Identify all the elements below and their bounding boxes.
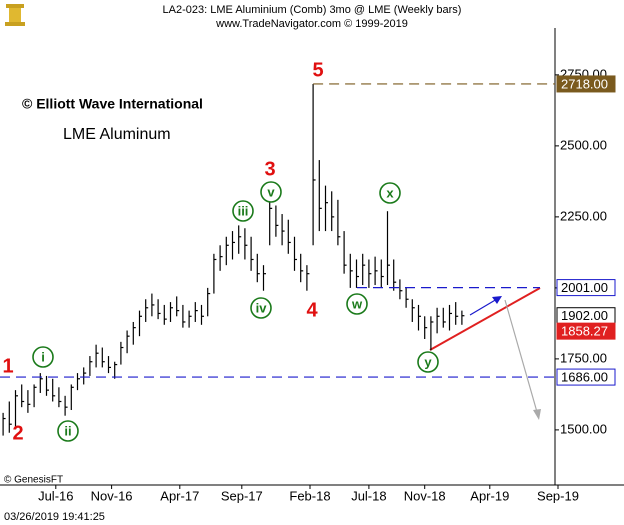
x-tick-label: Nov-18: [404, 488, 446, 503]
x-tick-label: Jul-16: [38, 488, 73, 503]
wave-label: w: [351, 296, 363, 311]
y-tick-label: 1750.00: [560, 350, 607, 365]
y-tick-label: 2500.00: [560, 137, 607, 152]
wave-circle: [346, 293, 368, 315]
arrow-head: [533, 409, 541, 420]
x-tick-label: Apr-19: [470, 488, 509, 503]
wave-label: i: [41, 349, 45, 364]
trend-line: [429, 287, 541, 351]
y-tick-label: 2250.00: [560, 208, 607, 223]
wave-circle: [250, 297, 272, 319]
price-box: [556, 368, 616, 386]
price-box: [556, 279, 616, 297]
logo: [5, 4, 25, 26]
wave-label: y: [424, 354, 432, 369]
wave-label: x: [386, 185, 394, 200]
x-tick-label: Apr-17: [160, 488, 199, 503]
price-box-label: 1686.00: [561, 370, 608, 385]
wave-circle: [417, 351, 439, 373]
timestamp: 03/26/2019 19:41:25: [4, 511, 105, 523]
projection-arrow: [504, 299, 538, 413]
wave-label: v: [267, 184, 275, 199]
instrument-label: LME Aluminum: [63, 126, 171, 143]
wave-circle: [260, 181, 282, 203]
x-tick-label: Sep-17: [221, 488, 263, 503]
wave-label: 5: [312, 59, 323, 81]
arrow-head: [492, 296, 502, 304]
price-box-label: 1858.27: [561, 324, 608, 339]
price-box-label: 2001.00: [561, 280, 608, 295]
wave-label: iii: [238, 203, 249, 218]
x-tick-label: Nov-16: [91, 488, 133, 503]
x-tick-label: Jul-18: [351, 488, 386, 503]
projection-arrow: [469, 298, 498, 316]
wave-circle: [379, 182, 401, 204]
wave-circle: [32, 346, 54, 368]
wave-label: 4: [306, 299, 318, 321]
watermark: © Elliott Wave International: [22, 96, 203, 112]
wave-circle: [232, 200, 254, 222]
x-tick-label: Feb-18: [289, 488, 330, 503]
x-tick-label: Sep-19: [537, 488, 579, 503]
chart-subtitle: www.TradeNavigator.com © 1999-2019: [215, 18, 408, 30]
price-box-label: 2718.00: [561, 76, 608, 91]
source-label: © GenesisFT: [4, 475, 63, 486]
price-box-label: 1902.00: [561, 308, 608, 323]
price-box: [556, 322, 616, 340]
wave-label: ii: [64, 423, 71, 438]
wave-circle: [57, 420, 79, 442]
wave-label: 2: [12, 422, 23, 444]
wave-label: iv: [256, 300, 268, 315]
wave-label: 1: [2, 355, 13, 377]
wave-label: 3: [264, 158, 275, 180]
chart-title: LA2-023: LME Aluminium (Comb) 3mo @ LME …: [163, 4, 462, 16]
y-tick-label: 1500.00: [560, 421, 607, 436]
price-box: [556, 75, 616, 93]
